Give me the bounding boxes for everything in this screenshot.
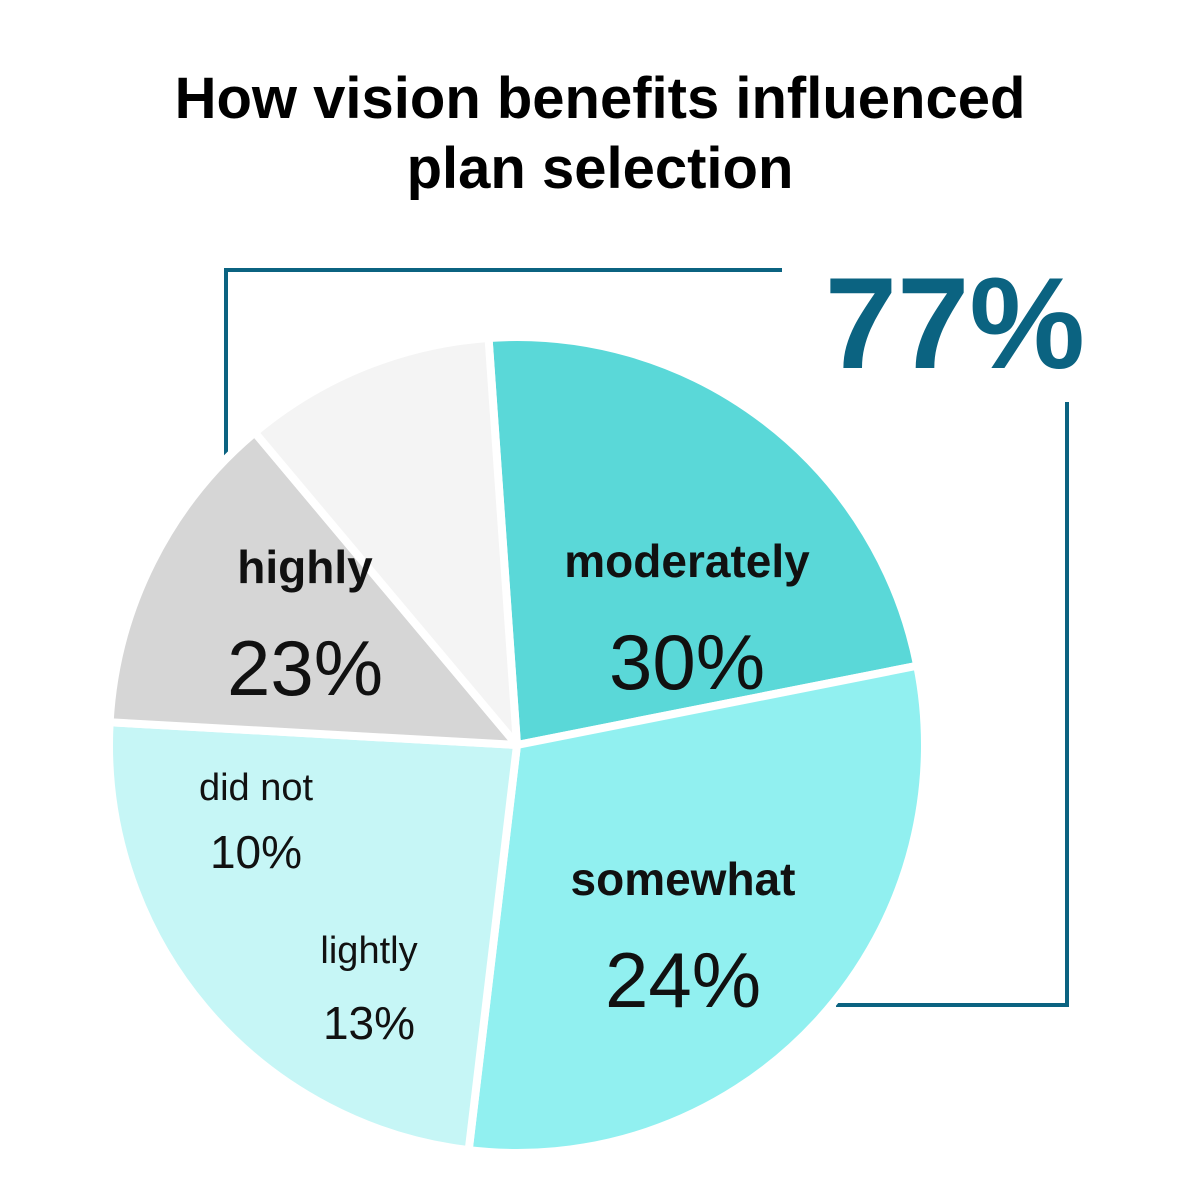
slice-value-did-not: 10% (210, 826, 302, 878)
slice-label-highly: highly (237, 541, 373, 593)
slice-value-lightly: 13% (323, 997, 415, 1049)
slice-label-moderately: moderately (564, 535, 810, 587)
total-bracket (224, 268, 1069, 1007)
pie-slice-moderately (464, 661, 929, 1157)
bracket-total-value: 77% (825, 250, 1085, 396)
slice-value-moderately: 30% (609, 618, 765, 706)
bracket-top-line (224, 268, 782, 462)
slice-label-somewhat: somewhat (571, 853, 796, 905)
slice-value-highly: 23% (227, 624, 383, 712)
bracket-right-line (836, 402, 1069, 1007)
pie-slice-somewhat (105, 718, 521, 1155)
pie-slice-did-not (250, 333, 521, 749)
slice-value-somewhat: 24% (605, 936, 761, 1024)
chart-title-line-1: How vision benefits influenced (175, 66, 1026, 131)
chart-title-line-2: plan selection (407, 136, 794, 201)
slice-labels: highly 23% moderately 30% somewhat 24% lightly… (199, 535, 810, 1049)
slice-label-lightly: lightly (320, 930, 417, 972)
pie-slice-highly (484, 333, 922, 749)
pie-slices (105, 333, 929, 1157)
pie-slice-lightly (105, 428, 521, 749)
slice-label-did-not: did not (199, 767, 314, 809)
